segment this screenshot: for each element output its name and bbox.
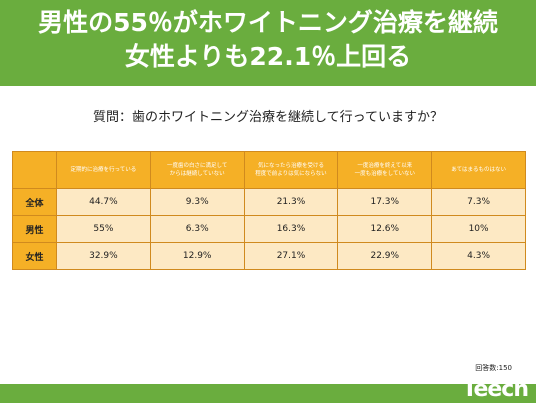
column-header: 一度治療を終えて以来 一度も治療をしていない <box>337 151 433 189</box>
table-row: 女性 32.9% 12.9% 27.1% 22.9% 4.3% <box>12 242 526 270</box>
table-row: 男性 55% 6.3% 16.3% 12.6% 10% <box>12 215 526 243</box>
column-header: あてはまるものはない <box>431 151 526 189</box>
column-header: 一度歯の白さに満足して からは継続していない <box>149 151 245 189</box>
table-header-row: 定期的に治療を行っている 一度歯の白さに満足して からは継続していない 気になった… <box>12 151 526 189</box>
table-cell: 10% <box>431 215 526 243</box>
table-cell: 27.1% <box>243 242 339 270</box>
logo-text: Teech <box>462 377 529 402</box>
table-cell: 44.7% <box>56 188 151 216</box>
table-cell: 4.3% <box>431 242 526 270</box>
table-cell: 17.3% <box>337 188 433 216</box>
title-banner: 男性の55％がホワイトニング治療を継続 女性よりも22.1％上回る <box>0 0 536 86</box>
column-header: 気になったら治療を受ける 程度で前よりは気にならない <box>243 151 339 189</box>
table-cell: 12.6% <box>337 215 433 243</box>
table-corner-cell <box>12 151 57 189</box>
survey-question: 質問：歯のホワイトニング治療を継続して行っていますか？ <box>93 110 443 125</box>
respondent-count: 回答数:150 <box>475 364 512 372</box>
headline-line-2: 女性よりも22.1％上回る <box>124 42 412 71</box>
table-cell: 9.3% <box>149 188 245 216</box>
table-cell: 21.3% <box>243 188 339 216</box>
row-label: 男性 <box>12 215 57 243</box>
column-header: 定期的に治療を行っている <box>56 151 151 189</box>
table-cell: 32.9% <box>56 242 151 270</box>
table-cell: 16.3% <box>243 215 339 243</box>
table-cell: 6.3% <box>149 215 245 243</box>
teech-logo: Teech <box>462 376 529 402</box>
table-row: 全体 44.7% 9.3% 21.3% 17.3% 7.3% <box>12 188 526 216</box>
table-cell: 7.3% <box>431 188 526 216</box>
row-label: 全体 <box>12 188 57 216</box>
results-table: 定期的に治療を行っている 一度歯の白さに満足して からは継続していない 気になった… <box>12 151 526 270</box>
headline-line-1: 男性の55％がホワイトニング治療を継続 <box>38 8 498 37</box>
footer-bar <box>0 384 536 403</box>
table-cell: 12.9% <box>149 242 245 270</box>
row-label: 女性 <box>12 242 57 270</box>
table-cell: 55% <box>56 215 151 243</box>
table-cell: 22.9% <box>337 242 433 270</box>
